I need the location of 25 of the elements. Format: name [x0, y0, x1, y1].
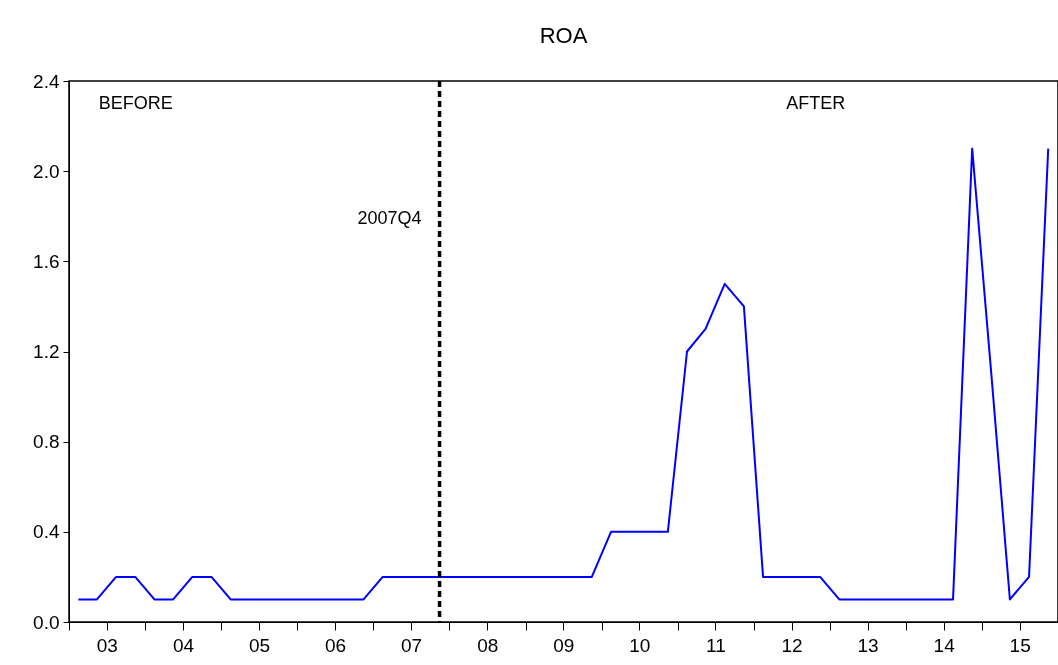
y-tick-label: 1.2	[33, 341, 60, 362]
x-tick-label: 03	[96, 634, 118, 656]
annotation: AFTER	[786, 93, 846, 113]
x-tick-label: 07	[400, 634, 423, 656]
y-tick-label: 0.8	[33, 431, 60, 453]
x-tick-label: 14	[933, 634, 956, 656]
x-tick-label: 09	[553, 634, 575, 656]
y-tick-label: 2.4	[33, 70, 60, 92]
ref-line-label: 2007Q4	[357, 207, 422, 228]
x-tick-label: 12	[781, 634, 803, 656]
annotation: BEFORE	[98, 93, 173, 113]
y-tick-label: 1.6	[33, 250, 60, 272]
x-tick-label: 10	[629, 634, 651, 656]
y-tick-label: 0.0	[33, 611, 60, 633]
line-series	[77, 147, 1050, 601]
chart-title: ROA	[539, 23, 588, 48]
x-tick-label: 05	[248, 634, 271, 656]
x-tick-label: 08	[477, 634, 499, 656]
x-tick-label: 11	[705, 634, 726, 656]
x-tick-label: 15	[1009, 634, 1031, 656]
y-tick-label: 0.4	[33, 521, 60, 543]
x-tick-label: 04	[172, 634, 195, 656]
y-tick-label: 2.0	[33, 160, 60, 182]
x-tick-label: 13	[857, 634, 879, 656]
x-tick-label: 06	[324, 634, 347, 656]
